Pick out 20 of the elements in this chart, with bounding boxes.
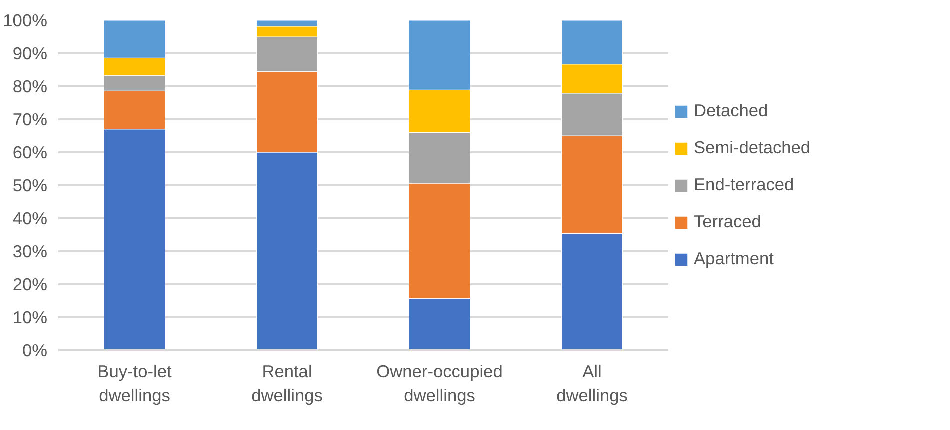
y-tick-label: 50% [12,176,48,196]
y-tick-label: 80% [12,76,48,96]
x-tick-label: Rental dwellings [252,362,324,406]
x-tick-label: Owner-occupied dwellings [376,362,503,406]
x-tick-label: Buy-to-let dwellings [98,362,172,406]
y-tick-label: 20% [12,274,48,294]
y-tick-label: 30% [12,242,48,262]
legend-label: Semi-detached [694,138,811,158]
y-tick-label: 90% [12,44,48,64]
y-tick-label: 0% [22,340,48,360]
legend-label: Detached [694,100,768,122]
legend-label: End-terraced [694,174,794,196]
y-tick-label: 60% [12,142,48,162]
y-tick-label: 40% [12,208,48,228]
legend-label: Terraced [694,212,762,232]
y-tick-label: 100% [3,10,48,30]
x-tick-label: All dwellings [556,362,628,406]
legend-label: Apartment [694,248,774,270]
y-tick-label: 70% [12,110,48,130]
y-tick-label: 10% [12,308,48,328]
